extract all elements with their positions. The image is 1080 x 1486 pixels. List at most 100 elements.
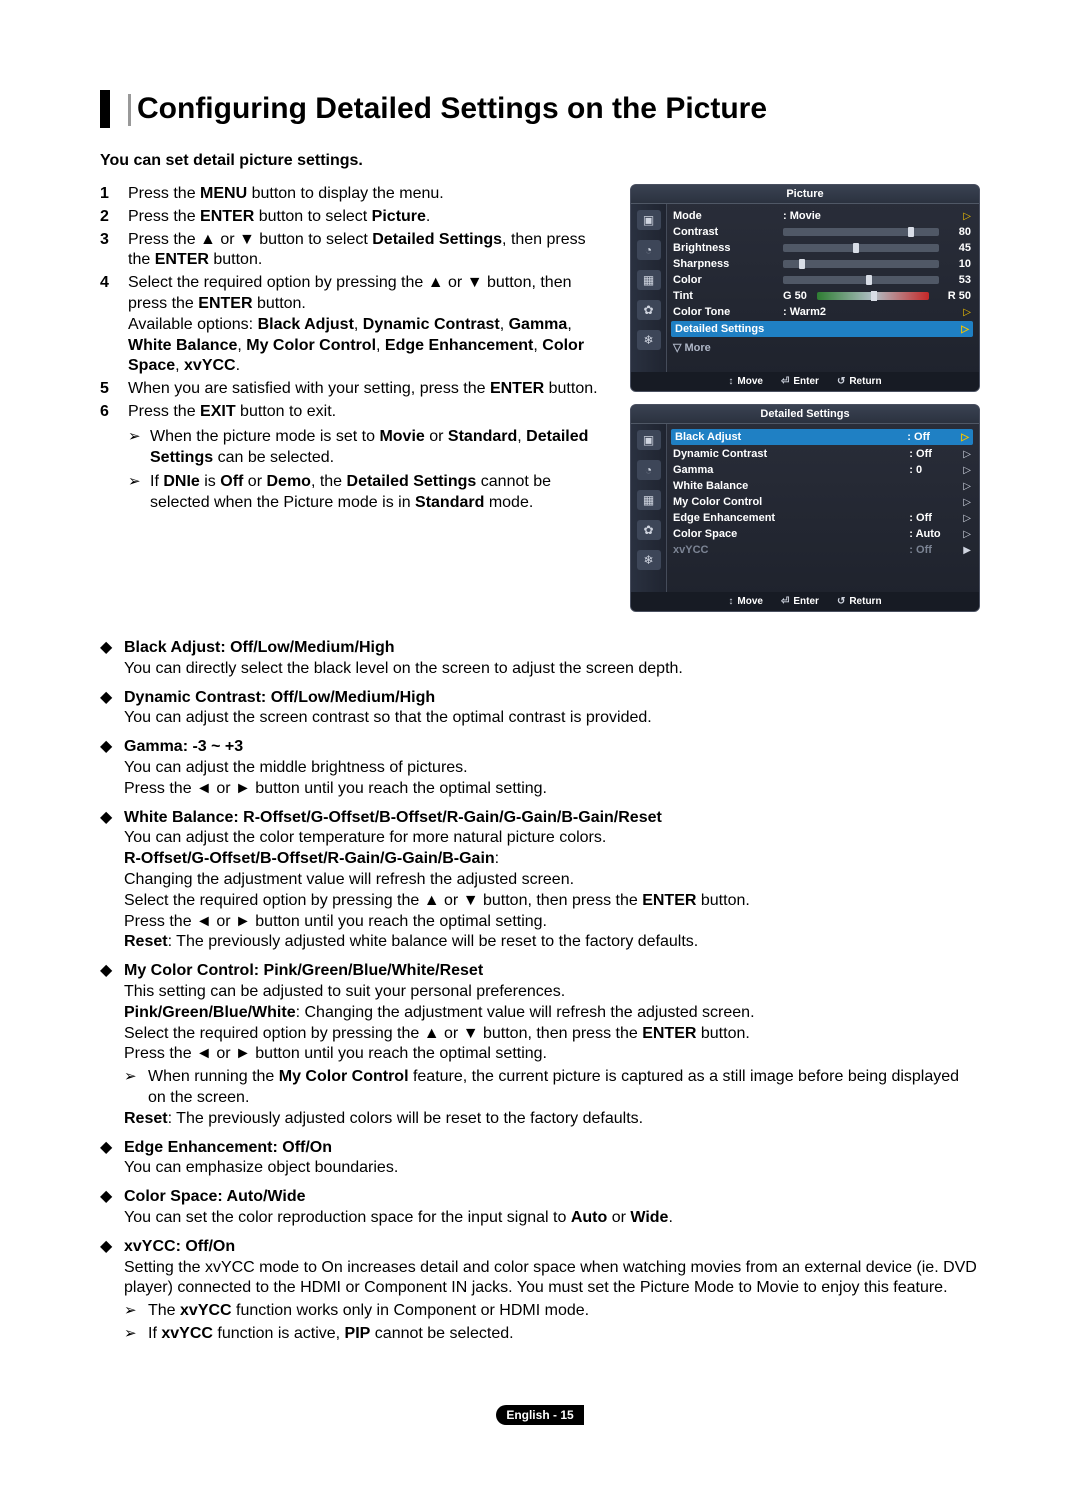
osd-rows: Black Adjust: Off▷Dynamic Contrast: Off▷…	[667, 424, 979, 592]
step-text: Press the EXIT button to exit.	[128, 402, 610, 423]
diamond-bullet-icon: ◆	[100, 638, 124, 659]
step-item: 4Select the required option by pressing …	[100, 273, 610, 377]
diamond-bullet-icon: ◆	[100, 688, 124, 709]
detail-heading: Dynamic Contrast: Off/Low/Medium/High	[124, 688, 980, 709]
diamond-bullet-icon: ◆	[100, 737, 124, 758]
osd-footer-hint: ⏎Enter	[781, 596, 819, 607]
osd-label: Sharpness	[673, 258, 783, 270]
osd-row: Color Tone: Warm2▷	[673, 304, 971, 320]
detail-line: You can set the color reproduction space…	[124, 1208, 980, 1229]
detail-line: This setting can be adjusted to suit you…	[124, 982, 980, 1003]
note-arrow-icon: ➢	[124, 1067, 148, 1087]
osd-rows: Mode: Movie▷Contrast80Brightness45Sharpn…	[667, 204, 979, 372]
detail-note: ➢When running the My Color Control featu…	[124, 1067, 980, 1109]
osd-row: White Balance▷	[673, 478, 971, 494]
osd-row-highlighted: Black Adjust: Off▷	[671, 429, 973, 445]
detail-line: You can adjust the middle brightness of …	[124, 758, 980, 779]
detail-item: ◆Black Adjust: Off/Low/Medium/HighYou ca…	[100, 638, 980, 680]
detail-line: Pink/Green/Blue/White: Changing the adju…	[124, 1003, 980, 1024]
step-number: 1	[100, 184, 128, 205]
intro-text: You can set detail picture settings.	[100, 152, 980, 170]
detail-line: Select the required option by pressing t…	[124, 1024, 980, 1045]
detail-item: ◆White Balance: R-Offset/G-Offset/B-Offs…	[100, 808, 980, 954]
detail-line: You can adjust the screen contrast so th…	[124, 708, 980, 729]
step-text: Press the MENU button to display the men…	[128, 184, 610, 205]
footer-page-number: 15	[560, 1408, 573, 1422]
osd-footer: ↕Move⏎Enter↺Return	[631, 372, 979, 391]
osd-category-icon: ❄	[637, 330, 661, 350]
detail-item: ◆xvYCC: Off/OnSetting the xvYCC mode to …	[100, 1237, 980, 1345]
osd-row: My Color Control▷	[673, 494, 971, 510]
detail-heading: Edge Enhancement: Off/On	[124, 1138, 980, 1159]
detail-heading: Black Adjust: Off/Low/Medium/High	[124, 638, 980, 659]
osd-row: Color53	[673, 272, 971, 288]
detail-item: ◆Color Space: Auto/WideYou can set the c…	[100, 1187, 980, 1229]
footer-language: English -	[506, 1408, 560, 1422]
step-text: Press the ▲ or ▼ button to select Detail…	[128, 230, 610, 272]
osd-row: Sharpness10	[673, 256, 971, 272]
osd-label: Tint	[673, 290, 783, 302]
step-number: 4	[100, 273, 128, 377]
detail-line: Select the required option by pressing t…	[124, 891, 980, 912]
detail-line: You can adjust the color temperature for…	[124, 828, 980, 849]
osd-category-icon: ✿	[637, 520, 661, 540]
step-number: 2	[100, 207, 128, 228]
step-text: When you are satisfied with your setting…	[128, 379, 610, 400]
detail-note: ➢If xvYCC function is active, PIP cannot…	[124, 1324, 980, 1345]
osd-picture-menu: Picture ▣◔▦✿❄ Mode: Movie▷Contrast80Brig…	[630, 184, 980, 392]
detail-line: Reset: The previously adjusted colors wi…	[124, 1109, 980, 1130]
detail-heading: xvYCC: Off/On	[124, 1237, 980, 1258]
osd-title: Picture	[631, 185, 979, 204]
detail-line: You can directly select the black level …	[124, 659, 980, 680]
osd-category-icons: ▣◔▦✿❄	[631, 204, 667, 372]
osd-category-icon: ▦	[637, 490, 661, 510]
detail-line: Changing the adjustment value will refre…	[124, 870, 980, 891]
osd-detailed-settings: Detailed Settings ▣◔▦✿❄ Black Adjust: Of…	[630, 404, 980, 612]
detail-item: ◆Gamma: -3 ~ +3You can adjust the middle…	[100, 737, 980, 799]
page-title: Configuring Detailed Settings on the Pic…	[128, 90, 767, 128]
note-arrow-icon: ➢	[124, 1324, 148, 1344]
step-number: 5	[100, 379, 128, 400]
note-text: If DNIe is Off or Demo, the Detailed Set…	[150, 472, 610, 514]
detail-heading: Color Space: Auto/Wide	[124, 1187, 980, 1208]
osd-footer: ↕Move⏎Enter↺Return	[631, 592, 979, 611]
osd-footer-hint: ↺Return	[837, 596, 882, 607]
osd-category-icon: ◔	[637, 460, 661, 480]
diamond-bullet-icon: ◆	[100, 808, 124, 829]
osd-label: Color	[673, 274, 783, 286]
instructions-column: 1Press the MENU button to display the me…	[100, 184, 610, 624]
diamond-bullet-icon: ◆	[100, 961, 124, 982]
osd-category-icons: ▣◔▦✿❄	[631, 424, 667, 592]
diamond-bullet-icon: ◆	[100, 1138, 124, 1159]
step-item: 2Press the ENTER button to select Pictur…	[100, 207, 610, 228]
osd-row-highlighted: Detailed Settings▷	[671, 321, 973, 337]
note-arrow-icon: ➢	[128, 472, 150, 492]
diamond-bullet-icon: ◆	[100, 1187, 124, 1208]
osd-category-icon: ▣	[637, 210, 661, 230]
step-note: ➢When the picture mode is set to Movie o…	[128, 427, 610, 469]
detail-line: R-Offset/G-Offset/B-Offset/R-Gain/G-Gain…	[124, 849, 980, 870]
osd-row: Color Space: Auto▷	[673, 526, 971, 542]
osd-row: Edge Enhancement: Off▷	[673, 510, 971, 526]
osd-previews: Picture ▣ ◔ ▦ ✿ ❄ Mode: Movie▷Contrast80Brig…	[630, 184, 980, 624]
osd-label: Contrast	[673, 226, 783, 238]
osd-category-icon: ✿	[637, 300, 661, 320]
step-item: 5When you are satisfied with your settin…	[100, 379, 610, 400]
detail-line: You can emphasize object boundaries.	[124, 1158, 980, 1179]
osd-row: Brightness45	[673, 240, 971, 256]
note-arrow-icon: ➢	[124, 1301, 148, 1321]
diamond-bullet-icon: ◆	[100, 1237, 124, 1258]
osd-row: TintG 50R 50	[673, 288, 971, 304]
detail-line: Press the ◄ or ► button until you reach …	[124, 912, 980, 933]
title-block: Configuring Detailed Settings on the Pic…	[100, 90, 980, 128]
detail-line: Reset: The previously adjusted white bal…	[124, 932, 980, 953]
detail-heading: My Color Control: Pink/Green/Blue/White/…	[124, 961, 980, 982]
detail-heading: White Balance: R-Offset/G-Offset/B-Offse…	[124, 808, 980, 829]
step-item: 1Press the MENU button to display the me…	[100, 184, 610, 205]
detail-heading: Gamma: -3 ~ +3	[124, 737, 980, 758]
step-text: Press the ENTER button to select Picture…	[128, 207, 610, 228]
note-text: When the picture mode is set to Movie or…	[150, 427, 610, 469]
osd-label: Brightness	[673, 242, 783, 254]
osd-label: Color Tone	[673, 306, 783, 318]
osd-category-icon: ◔	[637, 240, 661, 260]
